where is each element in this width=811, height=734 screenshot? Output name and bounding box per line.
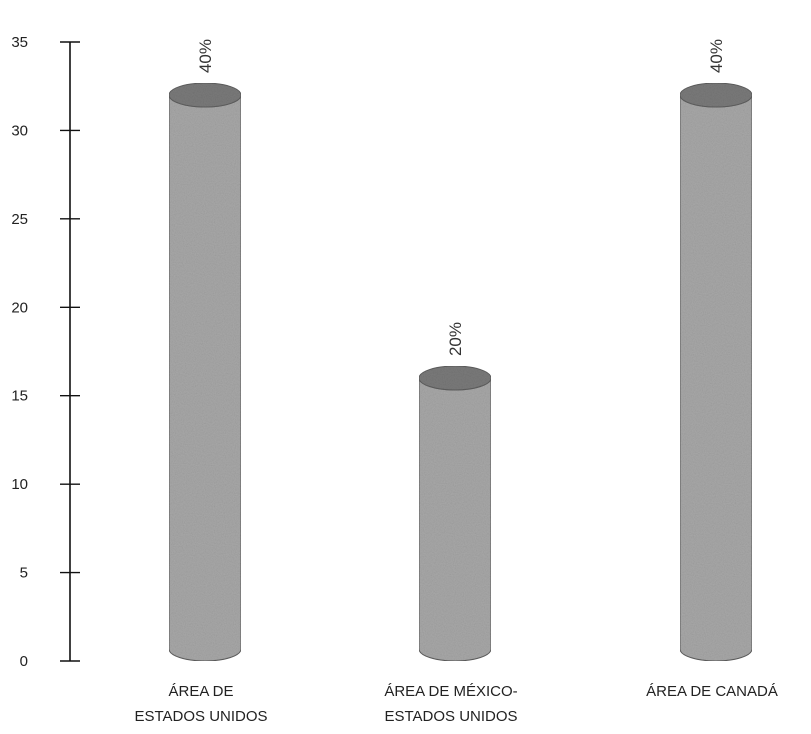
bar-top [418,365,492,391]
y-axis: 0 5 10 15 20 25 30 35 [11,34,80,670]
bar [679,82,753,662]
y-tick-label: 10 [11,476,28,493]
data-labels: 40% 20% 40% [196,39,726,356]
bar-top [168,82,242,108]
bars [168,82,753,662]
bar [168,82,242,662]
y-tick-label: 35 [11,34,28,51]
category-label: ÁREA DE [168,683,233,700]
bar-body [168,94,242,662]
bar-body [418,377,492,662]
bar-top [679,82,753,108]
data-label: 20% [446,322,465,356]
y-tick-label: 25 [11,211,28,228]
y-tick-label: 20 [11,299,28,316]
category-label: ÁREA DE MÉXICO- [384,683,517,700]
y-tick-label: 15 [11,388,28,405]
x-axis-labels: ÁREA DE ESTADOS UNIDOS ÁREA DE MÉXICO- ESTA… [134,683,777,725]
data-label: 40% [707,39,726,73]
category-label: ESTADOS UNIDOS [134,708,267,725]
category-label: ÁREA DE CANADÁ [646,683,778,700]
y-tick-label: 5 [20,565,28,582]
y-tick-label: 0 [20,653,28,670]
data-label: 40% [196,39,215,73]
y-tick-label: 30 [11,122,28,139]
bar-body [679,94,753,662]
category-label: ESTADOS UNIDOS [384,708,517,725]
bar [418,365,492,662]
